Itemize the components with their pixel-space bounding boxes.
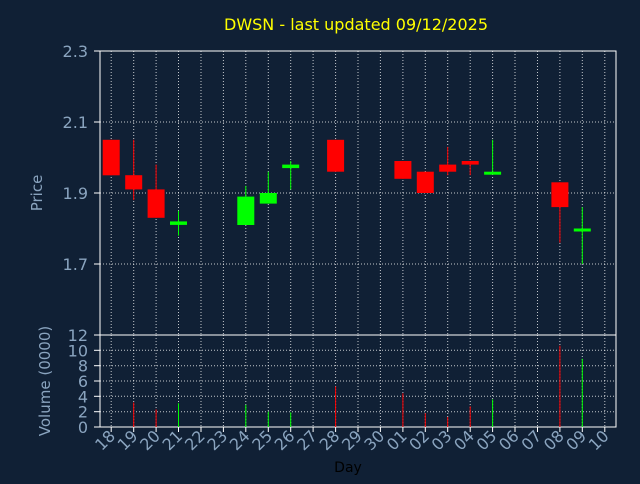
- candle-body: [461, 161, 479, 165]
- candle-body: [327, 139, 345, 172]
- price-tick-label: 2.3: [63, 42, 88, 61]
- candle-body: [484, 171, 502, 175]
- volume-tick-label: 2: [78, 403, 88, 422]
- price-tick-label: 2.1: [63, 113, 88, 132]
- candle-body: [102, 139, 120, 176]
- price-axis-label: Price: [28, 175, 46, 212]
- price-tick-label: 1.9: [63, 184, 88, 203]
- price-tick-label: 1.7: [63, 255, 88, 274]
- x-axis-label: Day: [334, 460, 362, 476]
- candle-body: [170, 221, 187, 225]
- candle-body: [416, 171, 434, 193]
- volume-tick-label: 8: [78, 357, 88, 376]
- candle-body: [259, 193, 277, 204]
- volume-tick-label: 0: [78, 418, 88, 437]
- volume-tick-label: 10: [68, 341, 88, 360]
- candle-body: [439, 164, 457, 172]
- chart-title: DWSN - last updated 09/12/2025: [224, 15, 488, 34]
- candle-body: [573, 228, 591, 232]
- price-panel: 2.3 2.1 1.9 1.7: [63, 42, 617, 336]
- candle-body: [282, 164, 300, 169]
- volume-axis-label: Volume (0000): [36, 326, 54, 436]
- candle-body: [147, 189, 165, 218]
- candle-body: [237, 196, 255, 225]
- candle-body: [394, 161, 412, 179]
- volume-tick-label: 6: [78, 372, 88, 391]
- x-axis: 1819202122232425262728293001020304050607…: [91, 426, 612, 454]
- volume-tick-label: 12: [68, 326, 88, 345]
- x-tick-label: 10: [585, 426, 613, 454]
- candle-body: [125, 175, 143, 190]
- candle-body: [551, 182, 569, 208]
- volume-tick-label: 4: [78, 387, 88, 406]
